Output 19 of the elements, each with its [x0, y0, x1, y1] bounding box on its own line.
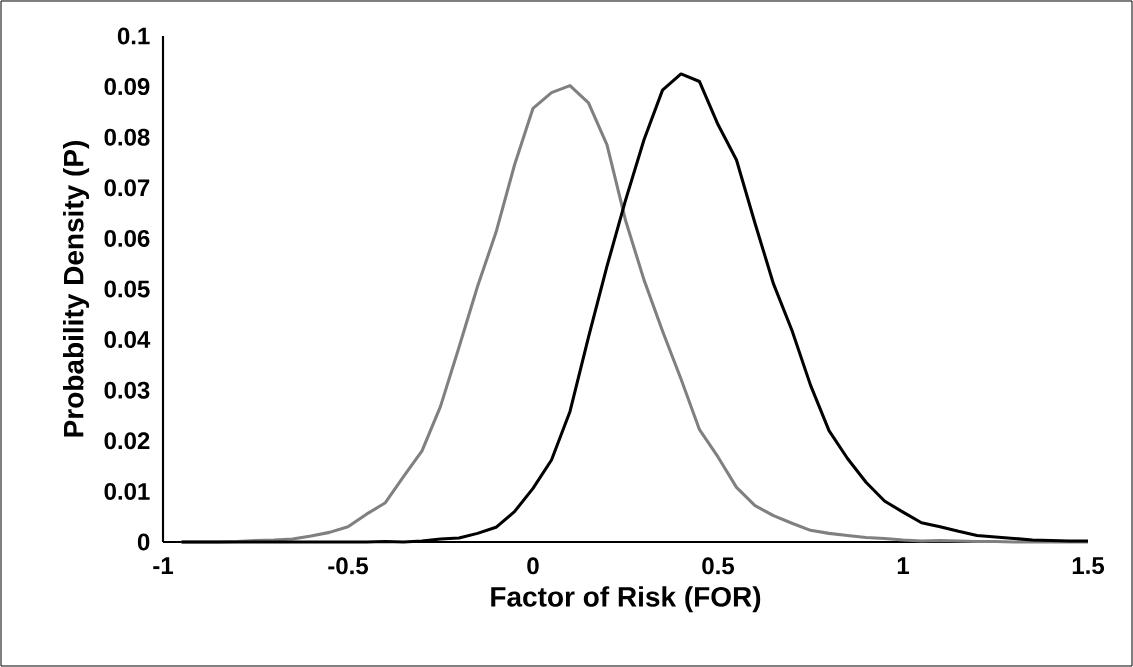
- y-tick-label: 0.03: [104, 381, 150, 399]
- x-tick-label: 1.5: [1072, 557, 1105, 575]
- x-tick-label: 0: [527, 557, 539, 575]
- y-tick-label: 0.07: [104, 179, 150, 197]
- x-tick-label: -1: [153, 557, 174, 574]
- y-tick-label: 0.05: [104, 280, 150, 298]
- x-axis-title: Factor of Risk (FOR): [491, 586, 761, 613]
- x-tick-label: 1: [897, 557, 910, 574]
- y-tick-label: 0.01: [104, 482, 150, 500]
- x-tick-label: 0.5: [702, 557, 735, 575]
- y-tick-label: 0.02: [104, 432, 150, 450]
- y-tick-label: 0.04: [104, 331, 151, 349]
- y-tick-label: 0.08: [104, 128, 150, 146]
- y-axis-title: Probability Density (P): [63, 141, 90, 437]
- y-tick-label: 0: [137, 533, 150, 551]
- y-tick-label: 0.06: [104, 229, 150, 247]
- y-tick-label: 0.09: [104, 78, 150, 96]
- y-tick-label: 0.1: [117, 27, 150, 45]
- x-tick-label: -0.5: [328, 557, 369, 575]
